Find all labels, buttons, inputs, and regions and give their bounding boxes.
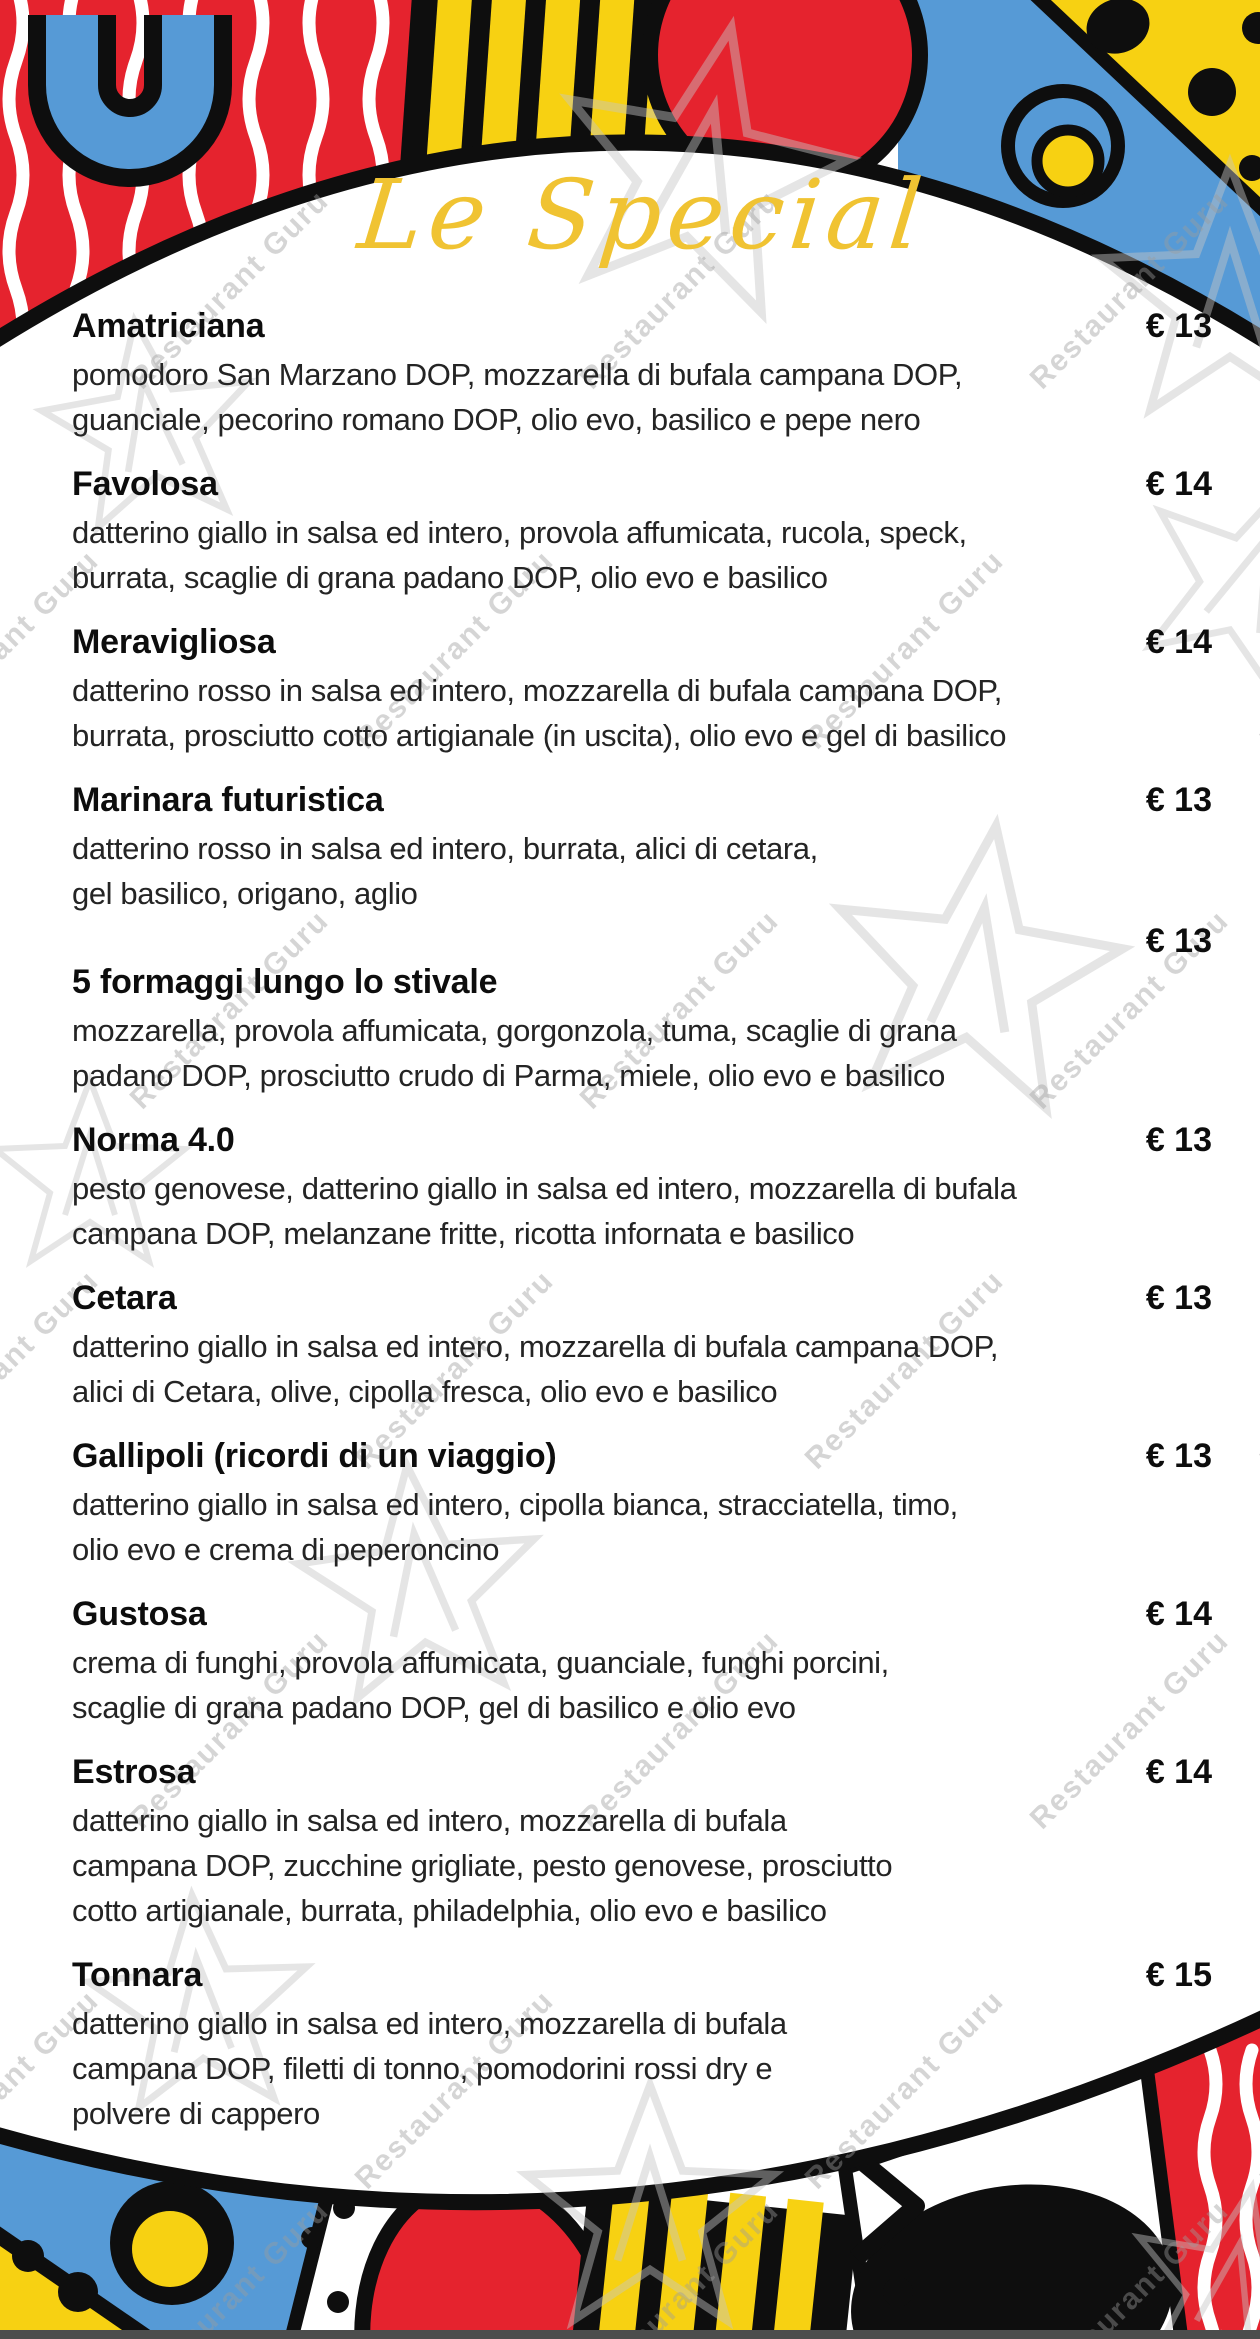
- item-price: € 13: [1145, 781, 1212, 819]
- item-price: € 14: [1145, 623, 1212, 661]
- item-name: Estrosa: [72, 1753, 196, 1791]
- item-name: 5 formaggi lungo lo stivale: [72, 963, 498, 1001]
- menu-item: Norma 4.0 € 13 pesto genovese, datterino g…: [72, 1120, 1212, 1256]
- menu-item: € 13 5 formaggi lungo lo stivale mozzarell…: [72, 922, 1212, 1098]
- cheese-wedge: [1030, 0, 1260, 217]
- item-description: mozzarella, provola affumicata, gorgonzo…: [72, 1013, 957, 1093]
- item-name: Norma 4.0: [72, 1121, 235, 1159]
- item-name: Cetara: [72, 1279, 177, 1317]
- item-price: € 13: [1145, 307, 1212, 345]
- item-description: datterino giallo in salsa ed intero, moz…: [72, 2006, 787, 2131]
- menu-item: Cetara € 13 datterino giallo in salsa ed i…: [72, 1278, 1212, 1414]
- menu-item: Marinara futuristica € 13 datterino rosso …: [72, 780, 1212, 916]
- item-price: € 14: [1145, 465, 1212, 503]
- item-description: crema di funghi, provola affumicata, gua…: [72, 1645, 889, 1725]
- item-price: € 14: [1145, 1753, 1212, 1791]
- item-description: pesto genovese, datterino giallo in sals…: [72, 1171, 1017, 1251]
- item-description: datterino rosso in salsa ed intero, burr…: [72, 831, 818, 911]
- item-name: Gallipoli (ricordi di un viaggio): [72, 1437, 557, 1475]
- item-price: € 14: [1145, 1595, 1212, 1633]
- menu-item: Amatriciana € 13 pomodoro San Marzano DOP,…: [72, 306, 1212, 442]
- item-name: Marinara futuristica: [72, 781, 384, 819]
- item-description: pomodoro San Marzano DOP, mozzarella di …: [72, 357, 963, 437]
- item-description: datterino rosso in salsa ed intero, mozz…: [72, 673, 1007, 753]
- item-description: datterino giallo in salsa ed intero, moz…: [72, 1803, 893, 1928]
- menu-item: Gustosa € 14 crema di funghi, provola affu…: [72, 1594, 1212, 1730]
- item-name: Gustosa: [72, 1595, 207, 1633]
- menu-item: Tonnara € 15 datterino giallo in salsa ed …: [72, 1955, 1212, 2136]
- item-description: datterino giallo in salsa ed intero, moz…: [72, 1329, 999, 1409]
- item-price: € 13: [1145, 1279, 1212, 1317]
- item-price: € 13: [1145, 1437, 1212, 1475]
- item-name: Amatriciana: [72, 307, 265, 345]
- menu-item: Estrosa € 14 datterino giallo in salsa ed …: [72, 1752, 1212, 1933]
- bottom-edge-strip: [0, 2330, 1260, 2339]
- item-price: € 13: [1145, 1121, 1212, 1159]
- item-description: datterino giallo in salsa ed intero, pro…: [72, 515, 967, 595]
- menu-item: Meravigliosa € 14 datterino rosso in salsa…: [72, 622, 1212, 758]
- menu-title: Le Special: [353, 159, 933, 271]
- menu-item: Gallipoli (ricordi di un viaggio) € 13 dat…: [72, 1436, 1212, 1572]
- item-name: Favolosa: [72, 465, 218, 503]
- menu-item: Favolosa € 14 datterino giallo in salsa ed…: [72, 464, 1212, 600]
- item-price: € 13: [1145, 922, 1212, 960]
- item-name: Tonnara: [72, 1956, 203, 1994]
- menu-list: Amatriciana € 13 pomodoro San Marzano DOP,…: [72, 306, 1212, 2136]
- item-price: € 15: [1145, 1956, 1212, 1994]
- item-name: Meravigliosa: [72, 623, 276, 661]
- item-description: datterino giallo in salsa ed intero, cip…: [72, 1487, 958, 1567]
- menu-content: Le Special Amatriciana € 13 pomodoro San M…: [72, 150, 1212, 2158]
